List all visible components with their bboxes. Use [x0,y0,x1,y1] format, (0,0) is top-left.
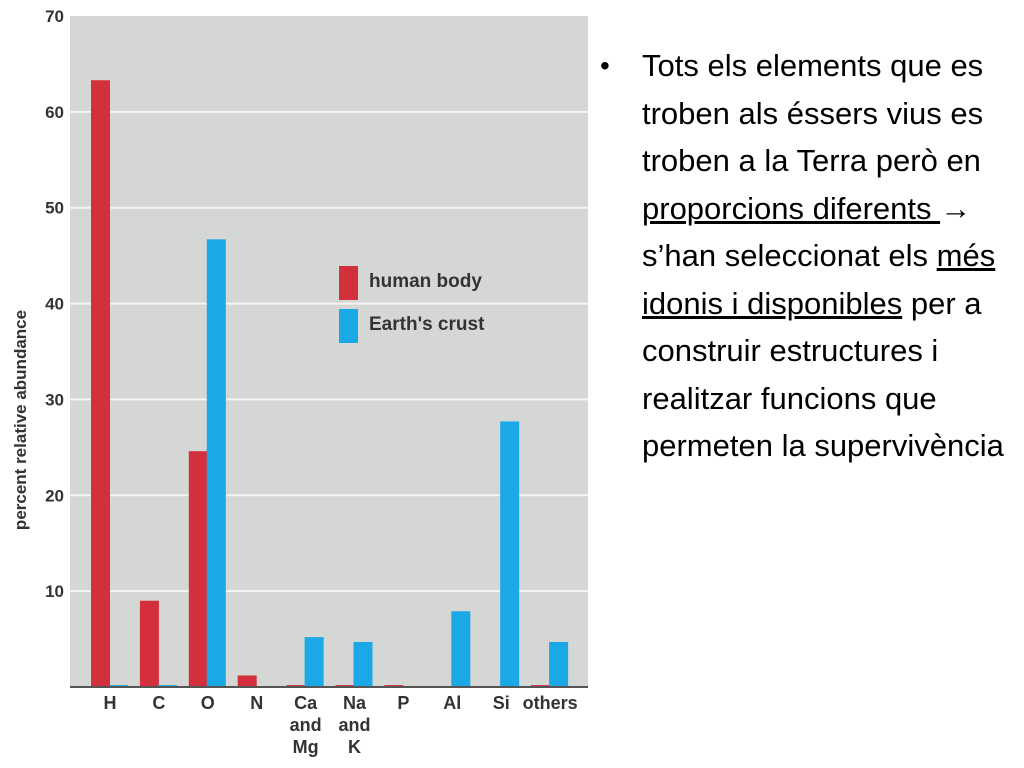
y-tick-labels: 10 20 30 40 50 60 70 [45,7,64,601]
text-part-1: Tots els elements que es troben als ésse… [642,48,984,178]
arrow-right-icon: → [940,190,972,226]
text-underlined-proportions: proporcions diferents [642,190,941,226]
legend: human body Earth's crust [339,266,485,343]
legend-swatch-earths-crust [339,309,358,343]
category-label-others: others [523,693,578,713]
category-label-p: P [397,693,409,713]
bars [91,80,569,687]
bar-human-body-h [91,80,110,687]
legend-label-human-body: human body [369,271,482,292]
bullet-dot-icon: • [600,50,610,81]
bar-human-body-c [139,600,159,687]
bullet-text: • Tots els elements que es troben als és… [600,42,1005,470]
category-label-ca-and-mg: Ca and Mg [290,693,322,757]
y-tick-label-20: 20 [45,486,64,505]
category-label-c: C [152,693,165,713]
bar-human-body-n [237,675,257,687]
category-label-na-and-k: Na and K [338,693,370,757]
y-tick-label-30: 30 [45,390,64,409]
bar-earths-crust-o [206,239,226,687]
gridlines [70,110,588,593]
category-label-al: Al [443,693,461,713]
abundance-bar-chart: 10 20 30 40 50 60 70 percent relative abundanc… [11,7,588,757]
y-tick-label-70: 70 [45,7,64,26]
bar-earths-crust-al [451,611,471,687]
bar-human-body-o [188,451,208,687]
y-axis-label: percent relative abundance [11,310,30,530]
category-label-o: O [201,693,215,713]
legend-label-earths-crust: Earth's crust [369,314,485,335]
bullet-paragraph: Tots els elements que es troben als ésse… [642,42,1005,470]
bar-earths-crust-na-and-k [353,641,373,687]
bar-earths-crust-others [549,641,569,687]
text-part-3: per a construir estructures i realitzar … [642,285,1004,464]
category-labels: H C O N Ca and Mg Na and K P Al Si others [104,693,578,757]
category-label-n: N [250,693,263,713]
category-label-si: Si [493,693,510,713]
category-label-h: H [104,693,117,713]
y-tick-label-50: 50 [45,199,64,218]
bar-earths-crust-ca-and-mg [304,637,324,687]
bar-earths-crust-si [500,421,520,687]
y-tick-label-10: 10 [45,582,64,601]
y-tick-label-40: 40 [45,295,64,314]
text-underlined-suitable: més idonis i disponibles [642,238,996,321]
text-part-2: s’han seleccionat els [642,238,937,273]
y-tick-label-60: 60 [45,103,64,122]
legend-swatch-human-body [339,266,358,300]
